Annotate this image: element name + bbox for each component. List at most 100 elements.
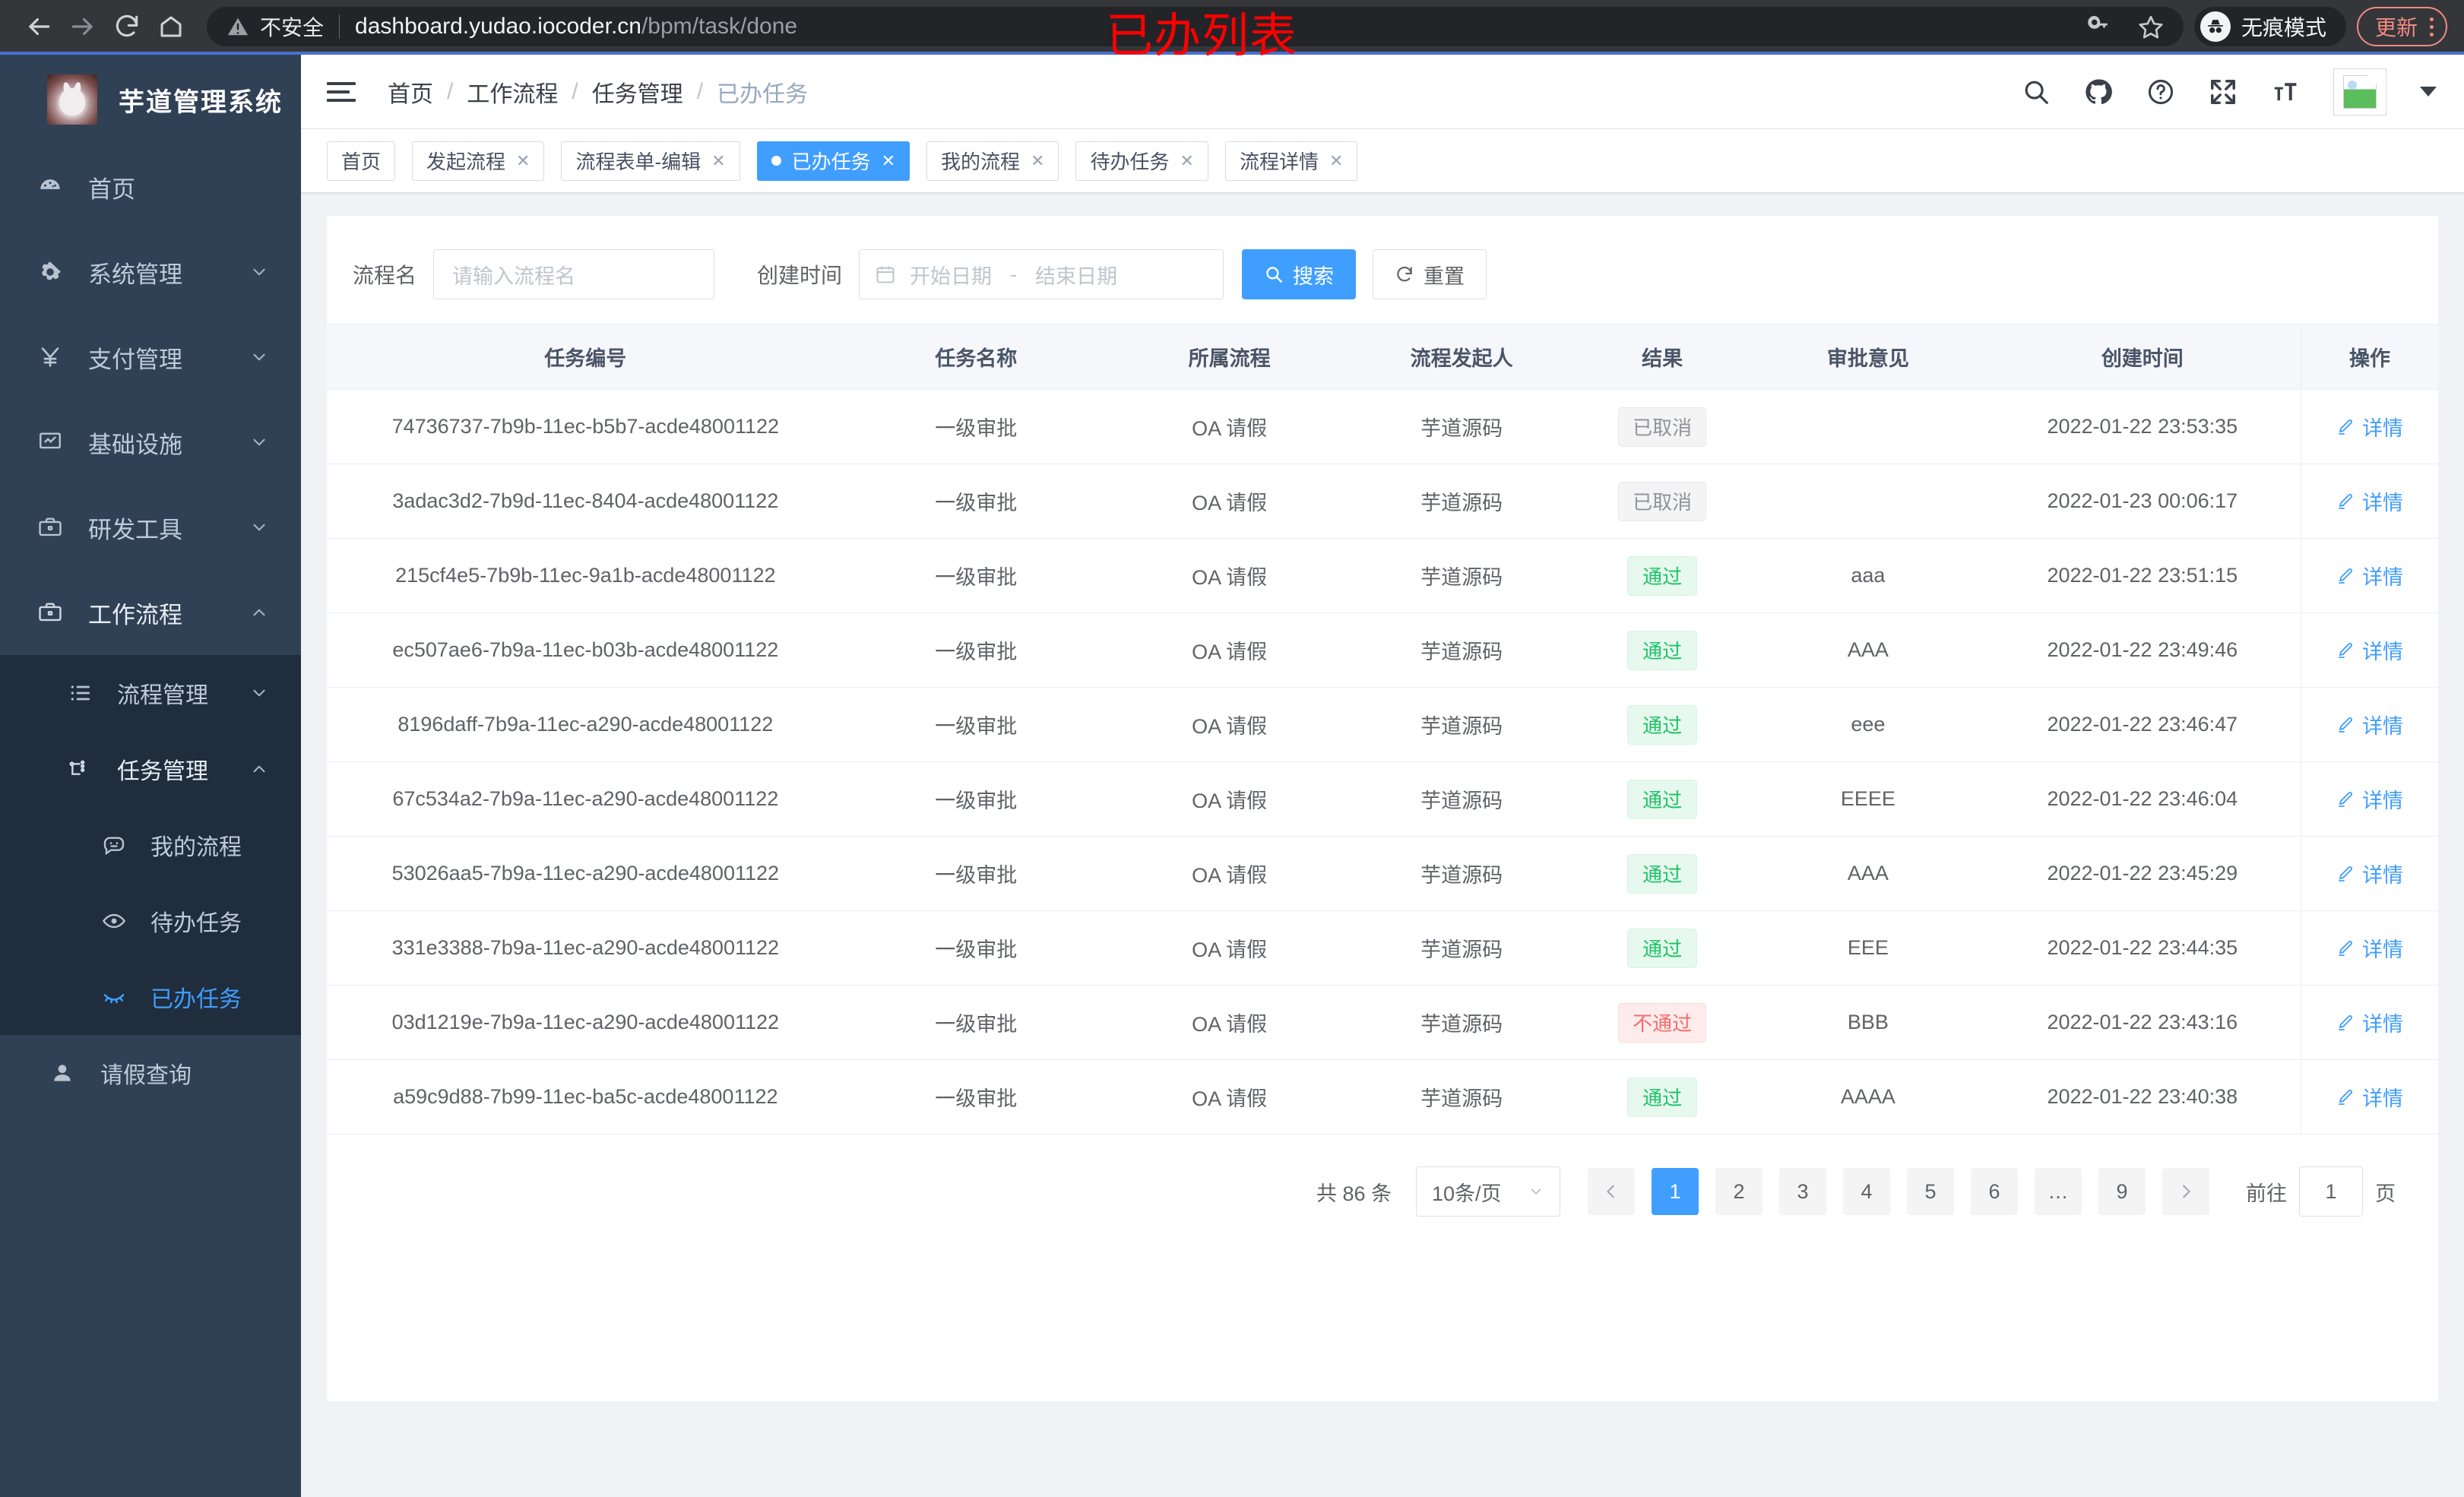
cell-process: OA 请假 xyxy=(1107,910,1351,986)
home-icon[interactable] xyxy=(149,5,193,49)
sidebar-item-label: 工作流程 xyxy=(88,601,182,628)
tag-start-process[interactable]: 发起流程 ✕ xyxy=(412,141,545,181)
search-button[interactable]: 搜索 xyxy=(1242,249,1357,299)
sidebar-item-done-task[interactable]: 已办任务 xyxy=(0,959,301,1035)
detail-button[interactable]: 详情 xyxy=(2336,859,2403,888)
close-icon[interactable]: ✕ xyxy=(1329,150,1344,170)
cell-result: 不通过 xyxy=(1572,985,1753,1060)
search-icon[interactable] xyxy=(2022,78,2051,106)
tag-done-task[interactable]: 已办任务 ✕ xyxy=(756,141,911,181)
kebab-menu-icon[interactable] xyxy=(2430,17,2434,36)
sidebar-item-home[interactable]: 首页 xyxy=(0,144,301,229)
update-button[interactable]: 更新 xyxy=(2356,7,2447,46)
sidebar-item-leave-query[interactable]: 请假查询 xyxy=(0,1035,301,1111)
date-range-picker[interactable]: 开始日期 - 结束日期 xyxy=(859,249,1224,299)
user-avatar-image[interactable] xyxy=(2333,68,2386,116)
page-jumper: 前往 1 页 xyxy=(2246,1166,2396,1217)
col-initiator: 流程发起人 xyxy=(1351,324,1573,390)
close-icon[interactable]: ✕ xyxy=(1180,150,1194,170)
forward-icon[interactable] xyxy=(61,5,105,49)
detail-button[interactable]: 详情 xyxy=(2336,635,2403,665)
page-button-2[interactable]: 2 xyxy=(1715,1168,1762,1215)
detail-button[interactable]: 详情 xyxy=(2336,933,2403,963)
font-size-icon[interactable] xyxy=(2271,78,2300,106)
github-icon[interactable] xyxy=(2084,78,2113,106)
detail-button[interactable]: 详情 xyxy=(2336,784,2403,814)
hamburger-icon[interactable] xyxy=(327,81,356,102)
cell-operations: 详情 xyxy=(2300,1059,2438,1135)
page-size-select[interactable]: 10条/页 xyxy=(1416,1166,1560,1217)
edit-pencil-icon xyxy=(2336,865,2355,883)
page-button-1[interactable]: 1 xyxy=(1652,1168,1699,1215)
jump-page-input[interactable]: 1 xyxy=(2299,1166,2363,1217)
prev-page-button[interactable] xyxy=(1588,1168,1635,1215)
tag-my-process[interactable]: 我的流程 ✕ xyxy=(926,141,1059,181)
tag-todo-task[interactable]: 待办任务 ✕ xyxy=(1075,141,1208,181)
cell-opinion: AAA xyxy=(1752,612,1984,688)
star-icon[interactable] xyxy=(2138,14,2164,40)
sidebar-item-payment[interactable]: 支付管理 xyxy=(0,315,301,400)
chevron-up-icon xyxy=(249,603,269,622)
address-bar[interactable]: 不安全 dashboard.yudao.iocoder.cn/bpm/task/… xyxy=(207,7,2184,46)
sidebar-item-devtools[interactable]: 研发工具 xyxy=(0,485,301,570)
status-badge: 通过 xyxy=(1627,704,1698,745)
page-button-6[interactable]: 6 xyxy=(1971,1168,2018,1215)
edit-pencil-icon xyxy=(2336,1014,2355,1032)
sidebar-item-system[interactable]: 系统管理 xyxy=(0,229,301,315)
sidebar-item-task-management[interactable]: 任务管理 xyxy=(0,731,301,807)
brand[interactable]: 芋道管理系统 xyxy=(0,55,301,144)
fullscreen-icon[interactable] xyxy=(2209,78,2238,106)
sidebar-item-workflow[interactable]: 工作流程 xyxy=(0,570,301,655)
help-circle-icon[interactable] xyxy=(2146,78,2175,106)
key-icon[interactable] xyxy=(2085,14,2111,40)
detail-button[interactable]: 详情 xyxy=(2336,1008,2403,1037)
breadcrumb-item-2[interactable]: 任务管理 xyxy=(591,81,683,107)
tag-process-form-edit[interactable]: 流程表单-编辑 ✕ xyxy=(561,141,740,181)
sidebar-item-my-process[interactable]: 我的流程 xyxy=(0,807,301,883)
cell-result: 通过 xyxy=(1572,612,1753,688)
close-icon[interactable]: ✕ xyxy=(1031,150,1045,170)
next-page-button[interactable] xyxy=(2162,1168,2209,1215)
back-icon[interactable] xyxy=(17,5,61,49)
detail-button-label: 详情 xyxy=(2361,864,2403,887)
detail-button[interactable]: 详情 xyxy=(2336,1082,2403,1112)
detail-button[interactable]: 详情 xyxy=(2336,412,2403,442)
cell-initiator: 芋道源码 xyxy=(1351,612,1573,688)
breadcrumb-item-1[interactable]: 工作流程 xyxy=(467,81,559,107)
table-row: 03d1219e-7b9a-11ec-a290-acde48001122 一级审批… xyxy=(327,985,2438,1060)
detail-button[interactable]: 详情 xyxy=(2336,561,2403,590)
search-input[interactable]: 请输入流程名 xyxy=(433,249,715,299)
close-icon[interactable]: ✕ xyxy=(711,150,726,170)
close-icon[interactable]: ✕ xyxy=(516,150,530,170)
tag-label: 首页 xyxy=(341,150,382,173)
sidebar-item-label: 支付管理 xyxy=(88,346,182,373)
detail-button[interactable]: 详情 xyxy=(2336,486,2403,516)
briefcase-icon xyxy=(35,600,65,625)
page-button-5[interactable]: 5 xyxy=(1907,1168,1954,1215)
caret-down-icon[interactable] xyxy=(2420,87,2437,97)
close-icon[interactable]: ✕ xyxy=(881,150,896,170)
sidebar-item-todo-task[interactable]: 待办任务 xyxy=(0,883,301,959)
incognito-indicator[interactable]: 无痕模式 xyxy=(2193,7,2346,46)
page-button-9[interactable]: 9 xyxy=(2098,1168,2146,1215)
sidebar-item-process-management[interactable]: 流程管理 xyxy=(0,655,301,731)
tag-home[interactable]: 首页 xyxy=(327,141,396,181)
cell-result: 通过 xyxy=(1572,910,1753,986)
detail-button[interactable]: 详情 xyxy=(2336,710,2403,739)
status-badge: 已取消 xyxy=(1618,407,1707,447)
edit-pencil-icon xyxy=(2336,790,2355,809)
page-button-4[interactable]: 4 xyxy=(1843,1168,1890,1215)
brand-title: 芋道管理系统 xyxy=(119,87,283,117)
reload-icon[interactable] xyxy=(105,5,149,49)
active-dot-icon xyxy=(771,156,781,166)
chevron-down-icon xyxy=(1528,1183,1544,1200)
page-button-3[interactable]: 3 xyxy=(1779,1168,1826,1215)
reset-button[interactable]: 重置 xyxy=(1373,249,1487,299)
cell-process: OA 请假 xyxy=(1107,836,1351,911)
page-ellipsis[interactable]: … xyxy=(2035,1168,2082,1215)
chevron-down-icon xyxy=(249,517,269,537)
tag-process-detail[interactable]: 流程详情 ✕ xyxy=(1224,141,1358,181)
col-task-id: 任务编号 xyxy=(327,324,844,390)
sidebar-item-infrastructure[interactable]: 基础设施 xyxy=(0,400,301,485)
breadcrumb-item-0[interactable]: 首页 xyxy=(388,81,433,107)
